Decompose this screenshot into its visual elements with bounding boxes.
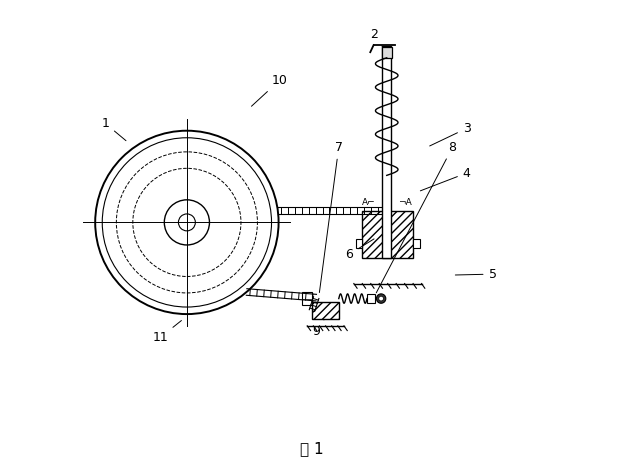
Text: 图 1: 图 1 — [300, 441, 323, 456]
Text: 7: 7 — [320, 140, 343, 292]
Bar — [381, 47, 392, 58]
Text: 1: 1 — [102, 117, 126, 140]
Text: 8: 8 — [376, 140, 457, 293]
Circle shape — [379, 296, 383, 301]
Text: ¬A: ¬A — [397, 198, 411, 207]
Bar — [302, 292, 312, 305]
Text: 10: 10 — [252, 74, 287, 106]
Text: 2: 2 — [369, 28, 383, 47]
Bar — [367, 294, 374, 303]
Bar — [413, 239, 420, 248]
Text: 11: 11 — [152, 321, 181, 344]
Text: A⌐: A⌐ — [362, 198, 376, 207]
Bar — [312, 302, 340, 319]
Circle shape — [376, 294, 386, 303]
Text: 6: 6 — [345, 239, 374, 261]
Text: 3: 3 — [430, 122, 470, 146]
Bar — [382, 46, 391, 258]
Text: 9: 9 — [312, 320, 324, 338]
Bar — [363, 210, 413, 258]
Text: 4: 4 — [421, 166, 470, 191]
Bar — [356, 239, 363, 248]
Text: 5: 5 — [455, 268, 497, 280]
